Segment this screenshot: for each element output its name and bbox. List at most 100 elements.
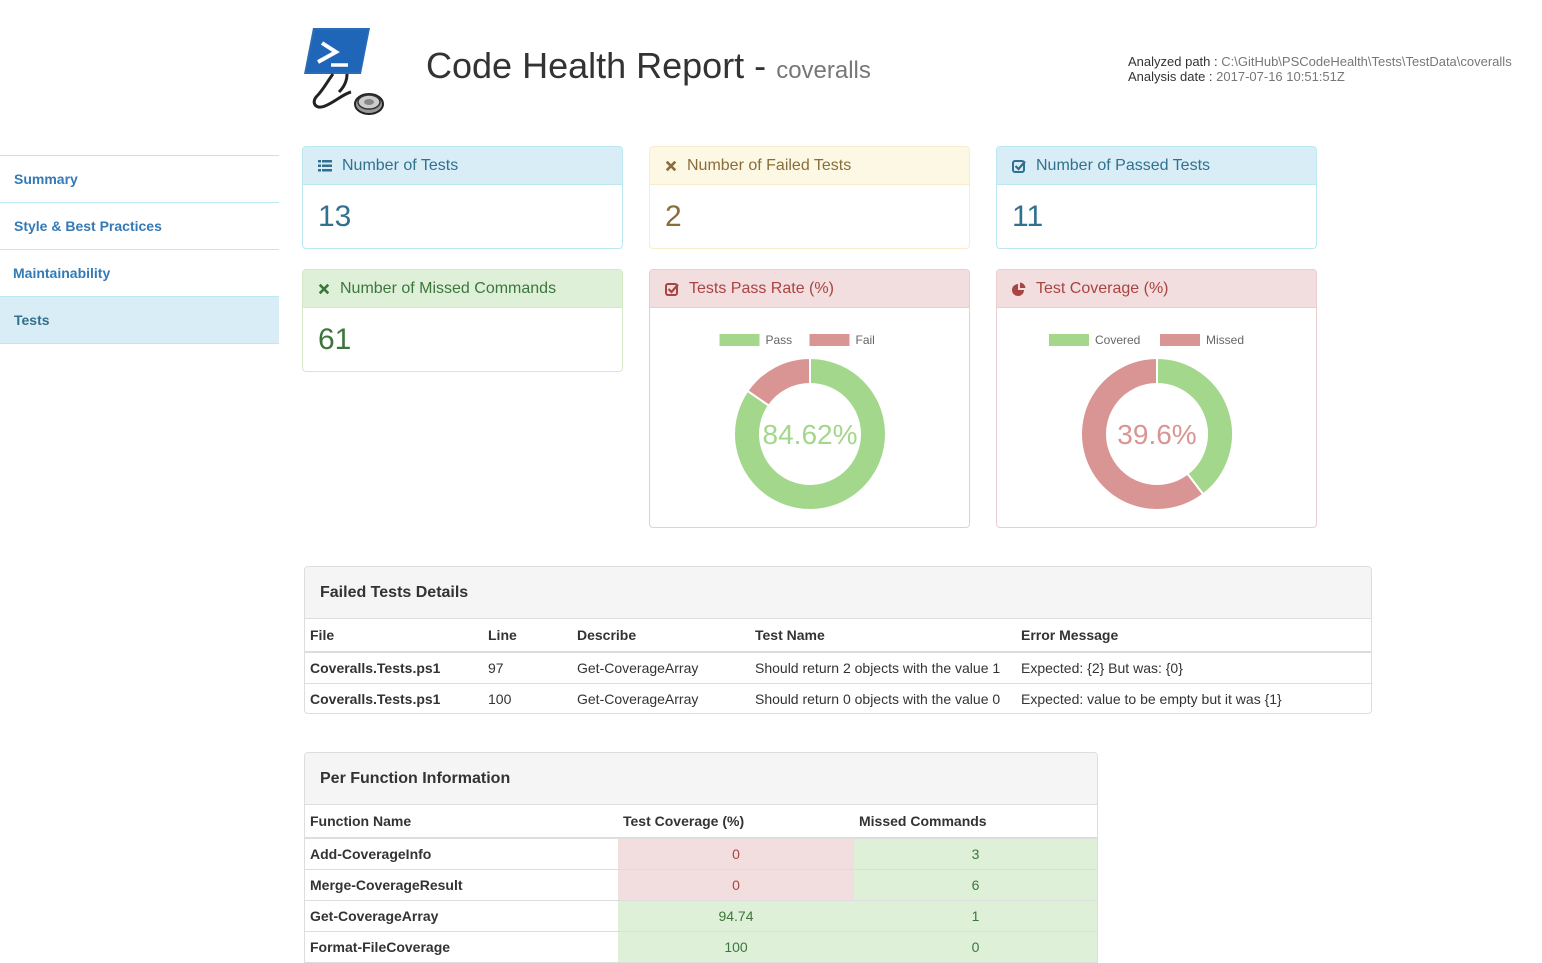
table-header-row: Function Name Test Coverage (%) Missed C… [305,805,1097,839]
column-header-error-message: Error Message [1016,619,1371,653]
passed-tests-count-value: 11 [1012,200,1044,233]
error-message-cell: Expected: value to be empty but it was {… [1016,683,1371,713]
tests-count-value: 13 [318,200,352,233]
analyzed-path-label: Analyzed path : [1128,54,1222,69]
missed-commands-cell: 3 [854,838,1097,870]
check-square-icon [665,282,679,296]
number-of-failed-tests-panel: Number of Failed Tests 2 [649,146,970,249]
tests-pass-rate-panel: Tests Pass Rate (%) Pass Fail 84.62% [649,269,970,528]
sidebar-item-tests[interactable]: Tests [0,297,279,344]
test-coverage-panel: Test Coverage (%) Covered Missed 39.6% [996,269,1317,528]
table-row: Add-CoverageInfo 0 3 [305,838,1097,870]
legend-label-missed: Missed [1206,333,1244,347]
table-row: Merge-CoverageResult 0 6 [305,869,1097,901]
missed-commands-cell: 1 [854,900,1097,932]
legend-swatch-pass [719,334,760,346]
panel-title: Number of Failed Tests [687,156,852,174]
slice-pass [733,356,887,511]
column-header-file: File [305,619,483,653]
legend-label-covered: Covered [1095,333,1140,347]
describe-cell: Get-CoverageArray [572,683,750,713]
line-cell: 100 [483,683,572,713]
panel-heading: Number of Tests [303,147,622,185]
panel-heading: Test Coverage (%) [997,270,1316,308]
missed-commands-cell: 6 [854,869,1097,901]
column-header-function-name: Function Name [305,805,618,839]
per-function-information-panel: Per Function Information Function Name T… [304,752,1098,963]
failed-tests-count-value: 2 [665,200,682,233]
list-icon [318,159,332,171]
per-function-table: Function Name Test Coverage (%) Missed C… [305,805,1097,963]
donut-center-label: 39.6% [1117,419,1196,450]
pie-chart-icon [1012,282,1026,296]
sidebar-item-maintainability[interactable]: Maintainability [0,250,279,297]
legend-swatch-fail [809,334,850,346]
coverage-cell: 0 [618,838,854,870]
coverage-cell: 100 [618,931,854,963]
table-header-row: File Line Describe Test Name Error Messa… [305,619,1371,653]
column-header-missed-commands: Missed Commands [854,805,1097,839]
panel-title: Number of Passed Tests [1036,156,1211,174]
number-of-passed-tests-panel: Number of Passed Tests 11 [996,146,1317,249]
slice-missed [1080,356,1205,511]
number-of-tests-panel: Number of Tests 13 [302,146,623,249]
page-title-text: Code Health Report - [426,45,777,86]
panel-heading: Number of Passed Tests [997,147,1316,185]
panel-title: Tests Pass Rate (%) [689,279,834,297]
line-cell: 97 [483,652,572,684]
test-name-cell: Should return 0 objects with the value 0 [750,683,1016,713]
test-name-cell: Should return 2 objects with the value 1 [750,652,1016,684]
per-function-information-title: Per Function Information [305,753,1097,805]
coverage-cell: 0 [618,869,854,901]
page-title: Code Health Report - coveralls [426,45,871,87]
failed-tests-table: File Line Describe Test Name Error Messa… [305,619,1371,713]
coverage-cell: 94.74 [618,900,854,932]
table-row: Get-CoverageArray 94.74 1 [305,900,1097,932]
file-cell: Coveralls.Tests.ps1 [305,652,483,684]
column-header-describe: Describe [572,619,750,653]
column-header-test-coverage: Test Coverage (%) [618,805,854,839]
slice-fail [746,356,811,407]
analyzed-path-value: C:\GitHub\PSCodeHealth\Tests\TestData\co… [1221,54,1512,69]
panel-heading: Number of Failed Tests [650,147,969,185]
donut-center-label: 84.62% [763,419,858,450]
sidebar-item-style-best-practices[interactable]: Style & Best Practices [0,203,279,250]
missed-commands-count-value: 61 [318,323,352,356]
powershell-stethoscope-logo-icon [303,26,387,116]
legend-swatch-covered [1049,334,1089,346]
panel-title: Number of Tests [342,156,459,174]
legend-swatch-missed [1160,334,1200,346]
failed-tests-details-panel: Failed Tests Details File Line Describe … [304,566,1372,714]
function-name-cell: Format-FileCoverage [305,931,618,963]
legend-label-pass: Pass [766,333,793,347]
sidebar-item-summary[interactable]: Summary [0,156,279,203]
missed-commands-cell: 0 [854,931,1097,963]
legend-label-fail: Fail [856,333,875,347]
function-name-cell: Add-CoverageInfo [305,838,618,870]
analysis-date-line: Analysis date : 2017-07-16 10:51:51Z [1128,69,1512,84]
analyzed-path-line: Analyzed path : C:\GitHub\PSCodeHealth\T… [1128,54,1512,69]
failed-tests-details-title: Failed Tests Details [305,567,1371,619]
panel-heading: Tests Pass Rate (%) [650,270,969,308]
pass-rate-donut-chart: Pass Fail 84.62% [719,333,887,511]
describe-cell: Get-CoverageArray [572,652,750,684]
analysis-date-value: 2017-07-16 10:51:51Z [1216,69,1345,84]
number-of-missed-commands-panel: Number of Missed Commands 61 [302,269,623,372]
panel-title: Test Coverage (%) [1036,279,1169,297]
file-cell: Coveralls.Tests.ps1 [305,683,483,713]
x-icon [318,283,330,294]
analysis-info: Analyzed path : C:\GitHub\PSCodeHealth\T… [1128,54,1512,84]
table-row: Coveralls.Tests.ps1 97 Get-CoverageArray… [305,652,1371,684]
page-subtitle: coveralls [776,57,871,84]
column-header-line: Line [483,619,572,653]
test-coverage-donut-chart: Covered Missed 39.6% [1049,333,1244,511]
table-row: Coveralls.Tests.ps1 100 Get-CoverageArra… [305,683,1371,713]
panel-heading: Number of Missed Commands [303,270,622,308]
table-row: Format-FileCoverage 100 0 [305,931,1097,963]
check-square-icon [1012,159,1026,173]
x-icon [665,160,677,171]
slice-covered [1156,356,1234,496]
error-message-cell: Expected: {2} But was: {0} [1016,652,1371,684]
panel-title: Number of Missed Commands [340,279,557,297]
function-name-cell: Merge-CoverageResult [305,869,618,901]
